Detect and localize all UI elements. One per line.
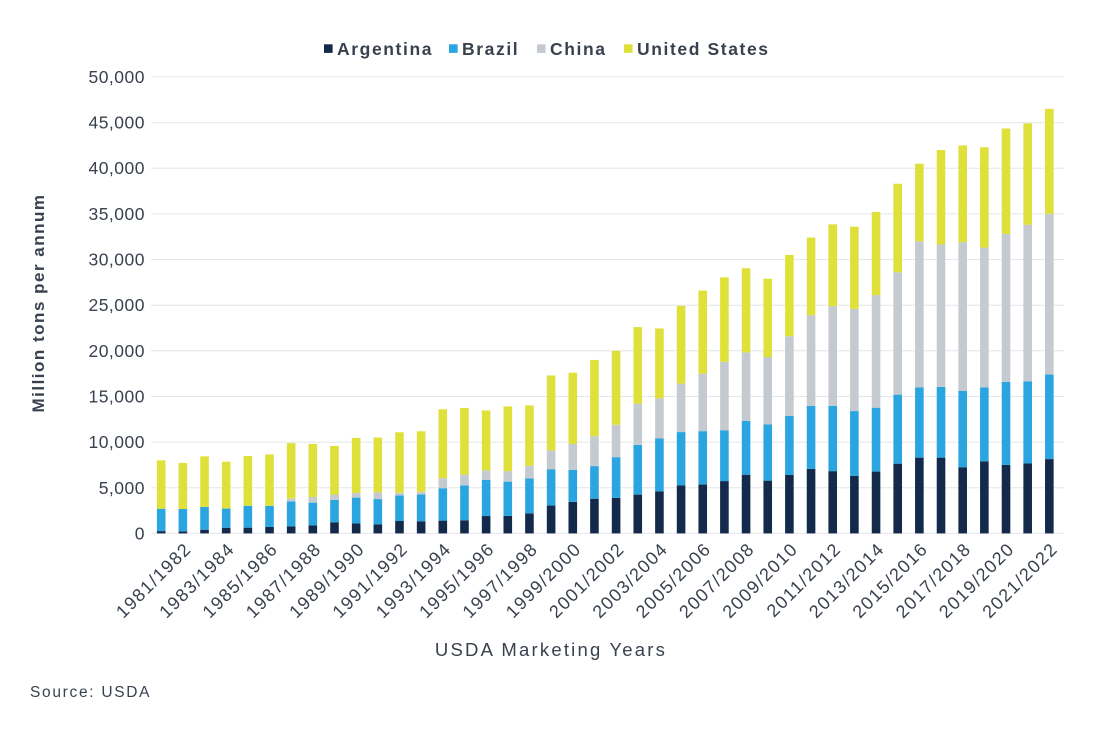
svg-text:10,000: 10,000	[88, 432, 145, 452]
svg-text:Brazil: Brazil	[462, 39, 519, 59]
svg-text:30,000: 30,000	[88, 250, 145, 270]
svg-text:25,000: 25,000	[88, 295, 145, 315]
svg-text:0: 0	[135, 523, 145, 543]
svg-text:5,000: 5,000	[99, 478, 145, 498]
svg-text:United States: United States	[637, 39, 770, 59]
svg-text:15,000: 15,000	[88, 387, 145, 407]
svg-text:20,000: 20,000	[88, 341, 145, 361]
svg-text:Million tons per annum: Million tons per annum	[29, 193, 48, 412]
svg-text:45,000: 45,000	[88, 113, 145, 133]
svg-text:Source: USDA: Source: USDA	[30, 684, 151, 701]
svg-text:Argentina: Argentina	[337, 39, 433, 59]
svg-text:USDA Marketing Years: USDA Marketing Years	[435, 639, 667, 660]
svg-text:China: China	[550, 39, 607, 59]
svg-text:50,000: 50,000	[88, 67, 145, 87]
svg-text:35,000: 35,000	[88, 204, 145, 224]
svg-text:40,000: 40,000	[88, 158, 145, 178]
